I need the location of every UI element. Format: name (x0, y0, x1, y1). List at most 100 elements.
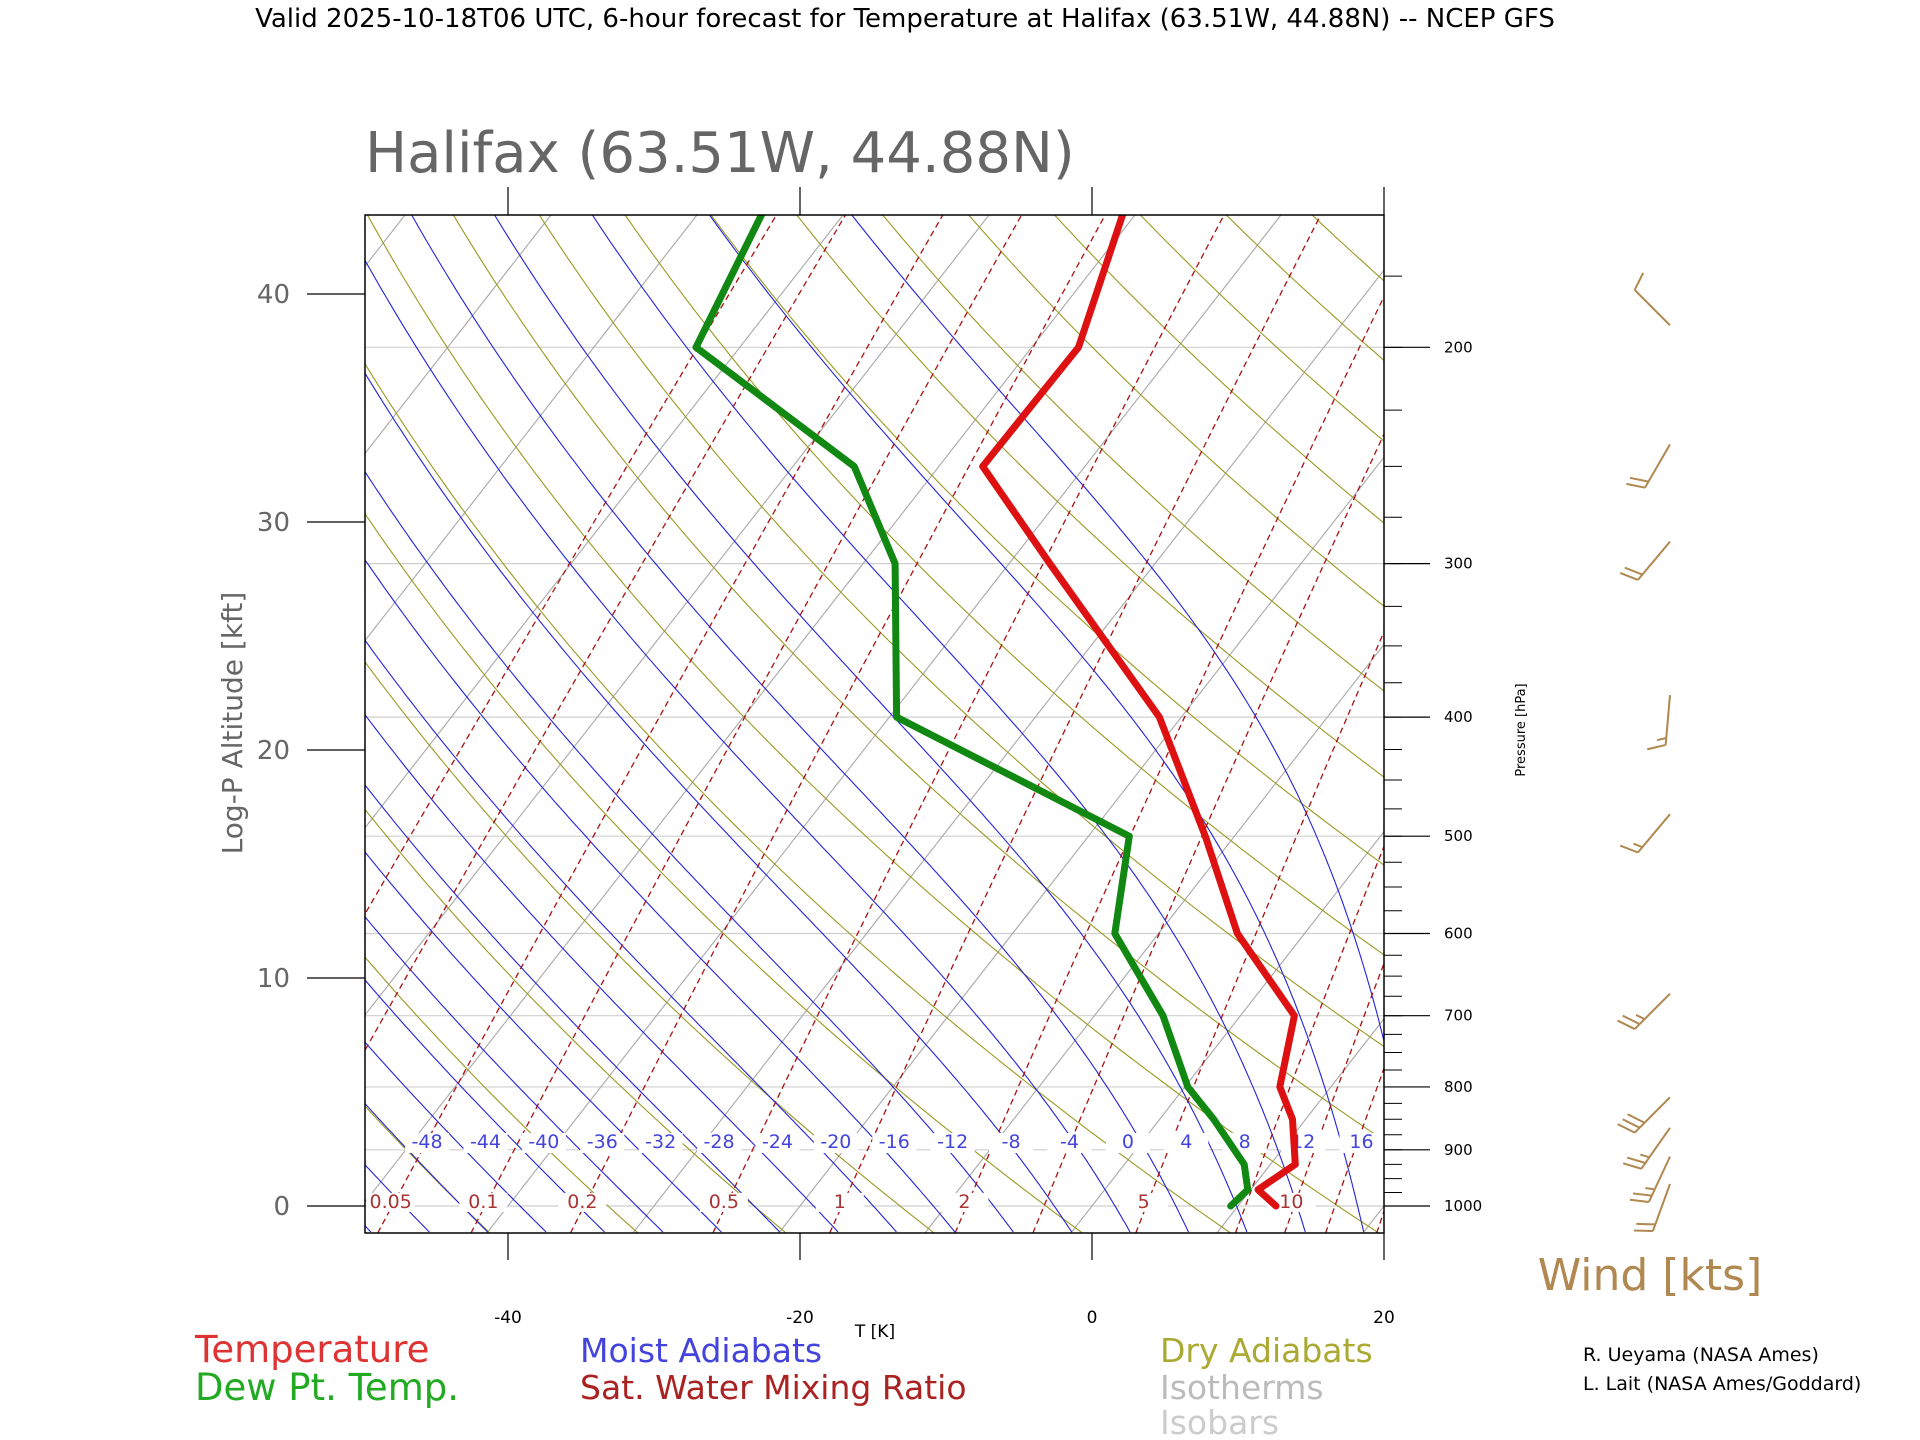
wind-barb (1617, 992, 1671, 1030)
moist-adiabat-label: -32 (645, 1131, 676, 1153)
barb-flag (1617, 1019, 1636, 1030)
wind-barb (1646, 695, 1671, 751)
y-tick-label: 0 (273, 1192, 290, 1222)
dry-adiabat-line (1398, 215, 1920, 1233)
moist-adiabat-line (365, 372, 1073, 1233)
pressure-tick-label: 600 (1444, 924, 1473, 942)
barb-shaft (1633, 289, 1671, 327)
mixing-ratio-line (377, 215, 944, 1233)
barb-flag (1633, 272, 1645, 291)
moist-adiabat-line (365, 470, 1014, 1233)
credit-line-1: R. Ueyama (NASA Ames) (1583, 1344, 1819, 1366)
isobar-lines (365, 346, 1384, 1207)
moist-adiabat-line (365, 979, 605, 1233)
moist-label-bg (989, 1133, 1034, 1153)
legend: Temperature Dew Pt. Temp. Moist Adiabats… (194, 1328, 1373, 1440)
sounding-series (692, 215, 1299, 1210)
plot-frame (364, 214, 1385, 1234)
barb-shaft (1637, 541, 1671, 581)
wind-barb (1633, 1183, 1671, 1232)
barb-flag (1626, 482, 1646, 489)
barb-flag (1619, 572, 1639, 581)
isotherm-line (0, 215, 113, 1233)
dry-adiabat-line (538, 215, 1384, 1048)
dry-adiabat-line (1225, 215, 1384, 362)
y2-axis-label: Pressure [hPa] (1514, 683, 1529, 776)
moist-adiabat-label: 0 (1122, 1131, 1134, 1153)
moist-label-bg (463, 1133, 508, 1153)
pressure-tick-label: 400 (1444, 708, 1473, 726)
dry-adiabat-line (452, 215, 1384, 1142)
isotherm-line (778, 456, 1384, 1233)
barb-flag (1629, 476, 1649, 483)
mixing-ratio-line (1135, 630, 1384, 1233)
dry-adiabat-line (366, 215, 1379, 1233)
mix-label-bg (459, 1192, 508, 1212)
barb-shaft (1651, 1183, 1671, 1232)
moist-adiabat-label: -36 (587, 1131, 618, 1153)
moist-label-bg (697, 1133, 742, 1153)
isotherm-line (1655, 215, 1920, 1233)
moist-adiabat-line (365, 559, 956, 1233)
chart-title: Halifax (63.51W, 44.88N) (365, 121, 1075, 186)
dry-adiabat-line (968, 215, 1384, 607)
mixing-ratio-label: 10 (1279, 1191, 1303, 1213)
isotherm-line (924, 643, 1384, 1233)
pressure-tick-label: 1000 (1444, 1197, 1482, 1215)
moist-adiabat-label: -16 (879, 1131, 910, 1153)
mixing-ratio-line (829, 215, 1322, 1233)
dry-adiabat-line (1054, 215, 1384, 524)
moist-label-bg (1164, 1133, 1209, 1153)
y-tick-label: 20 (257, 736, 290, 766)
isotherm-line (365, 215, 698, 642)
mixing-ratio-label: 0.2 (567, 1191, 597, 1213)
barb-flag (1633, 1229, 1653, 1232)
barb-half-flag (1639, 1153, 1650, 1159)
mixing-ratio-label: 2 (958, 1191, 970, 1213)
moist-adiabat-line (0, 215, 137, 1232)
moist-adiabat-lines (0, 215, 1384, 1233)
pressure-tick-label: 200 (1444, 338, 1473, 356)
wind-barb (1629, 1156, 1671, 1203)
mix-label-bg (940, 1192, 989, 1212)
barb-shaft (1633, 1096, 1671, 1134)
mixing-ratio-lines (365, 215, 1384, 1233)
mixing-ratio-line (712, 215, 1225, 1233)
x-tick-label: -40 (494, 1308, 522, 1328)
pressure-tick-label: 800 (1444, 1078, 1473, 1096)
barb-half-flag (1635, 1014, 1645, 1021)
barb-flag (1617, 1123, 1636, 1134)
dry-adiabat-line (365, 808, 787, 1233)
moist-adiabat-label: -40 (528, 1131, 559, 1153)
moist-adiabat-line (365, 1041, 547, 1233)
isotherm-line (365, 215, 990, 1016)
mix-label-bg (1267, 1192, 1316, 1212)
header-title: Valid 2025-10-18T06 UTC, 6-hour forecast… (255, 4, 1555, 34)
moist-adiabat-label: -48 (412, 1131, 443, 1153)
legend-dry-adiabats: Dry Adiabats (1160, 1331, 1373, 1370)
moist-adiabat-label: 16 (1349, 1131, 1373, 1153)
legend-isobars: Isobars (1160, 1403, 1279, 1440)
barb-flag (1627, 1113, 1645, 1124)
moist-adiabat-label: -4 (1060, 1131, 1079, 1153)
dry-adiabat-line (796, 215, 1384, 778)
mixing-ratio-line (1376, 1209, 1384, 1233)
credit-line-2: L. Lait (NASA Ames/Goddard) (1583, 1373, 1861, 1395)
moist-adiabat-label: 4 (1180, 1131, 1192, 1153)
mixing-ratio-label: 0.05 (370, 1191, 412, 1213)
moist-adiabat-label: -28 (704, 1131, 735, 1153)
pressure-tick-label: 700 (1444, 1007, 1473, 1025)
dry-adiabat-line (365, 362, 1231, 1233)
isotherm-lines (0, 215, 1920, 1233)
dry-adiabat-lines (365, 215, 1920, 1233)
x-axis-label: T [K] (854, 1322, 895, 1342)
moist-label-bg (930, 1133, 975, 1153)
moist-adiabat-line (0, 215, 313, 1232)
barb-flag (1629, 1198, 1649, 1203)
moist-adiabat-label: -24 (762, 1131, 793, 1153)
moist-label-bg (1105, 1133, 1150, 1153)
barb-shaft (1640, 1127, 1671, 1170)
y-axis-label: Log-P Altitude [kft] (216, 592, 249, 855)
dry-adiabat-line (1484, 215, 1920, 1233)
